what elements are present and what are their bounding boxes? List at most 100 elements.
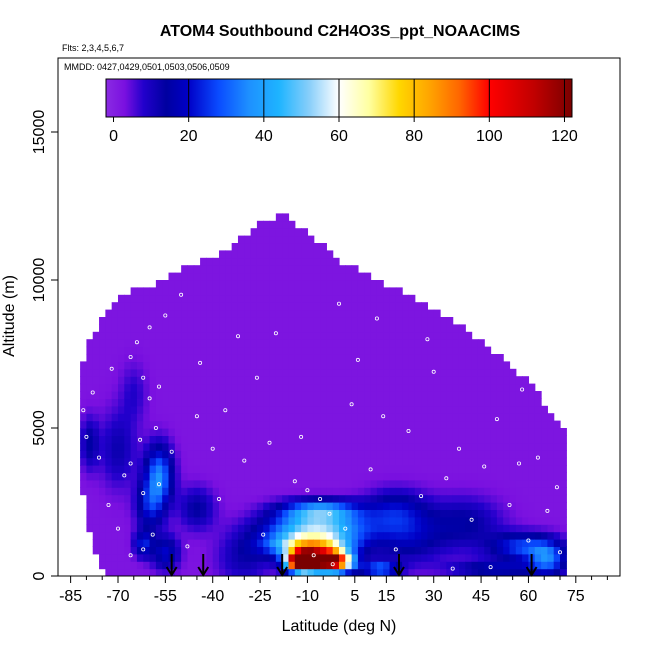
heatmap-cell [484,368,492,377]
heatmap-cell [339,561,346,570]
heatmap-cell [181,546,189,555]
sample-point [349,402,354,407]
heatmap-cell [219,524,226,533]
heatmap-cell [237,450,245,459]
heatmap-cell [541,509,548,518]
heatmap-cell [351,502,359,510]
heatmap-cell [484,420,492,429]
heatmap-cell [124,568,132,576]
heatmap-cell [130,465,138,473]
heatmap-cell [351,539,359,547]
sample-point [134,340,139,345]
heatmap-cell [162,354,170,362]
heatmap-cell [263,243,271,251]
heatmap-cell [263,368,271,377]
heatmap-cell [263,376,271,385]
heatmap-cell [193,428,201,436]
heatmap-cell [225,361,233,370]
heatmap-cell [421,442,428,451]
heatmap-cell [370,435,378,444]
heatmap-cell [547,428,555,436]
heatmap-cell [427,376,435,385]
heatmap-cell [111,391,119,399]
heatmap-cell [465,361,473,370]
heatmap-cell [212,376,220,385]
heatmap-cell [206,361,214,370]
heatmap-cell [212,302,220,311]
heatmap-cell [181,553,189,562]
heatmap-cell [357,405,365,414]
heatmap-cell [275,280,283,288]
heatmap-cell [364,302,372,311]
heatmap-cell [458,376,466,385]
heatmap-cell [231,553,239,562]
heatmap-cell [490,479,498,488]
heatmap-cell [143,302,151,311]
heatmap-cell [269,368,277,377]
heatmap-cell [490,465,498,473]
heatmap-cell [339,516,346,525]
heatmap-cell [357,568,365,576]
x-tick-label: -25 [249,588,272,605]
heatmap-cell [326,509,334,518]
heatmap-cell [282,339,290,348]
heatmap-cell [301,361,309,370]
heatmap-cell [364,309,372,318]
heatmap-cell [256,280,264,288]
heatmap-cell [250,294,258,303]
heatmap-cell [117,472,125,481]
heatmap-cell [256,317,264,325]
heatmap-cell [332,317,340,325]
heatmap-cell [181,502,189,510]
heatmap-cell [440,502,447,510]
heatmap-cell [357,494,365,503]
heatmap-cell [307,391,315,399]
heatmap-cell [130,346,138,355]
heatmap-cell [162,539,170,547]
heatmap-cell [320,280,327,288]
x-tick-label: 30 [425,588,443,605]
heatmap-cell [294,265,302,274]
heatmap-cell [117,442,125,451]
heatmap-cell [282,546,290,555]
heatmap-cell [477,420,485,429]
heatmap-cell [560,494,567,503]
heatmap-cell [212,553,220,562]
heatmap-cell [294,309,302,318]
heatmap-cell [332,428,340,436]
heatmap-cell [181,302,189,311]
heatmap-cell [509,435,517,444]
sample-point [425,337,430,342]
heatmap-cell [250,398,258,407]
heatmap-cell [440,561,447,570]
heatmap-cell [320,546,327,555]
heatmap-cell [313,509,321,518]
heatmap-cell [313,516,321,525]
heatmap-cell [282,561,290,570]
heatmap-cell [332,561,340,570]
sample-point [141,547,146,552]
heatmap-cell [193,561,201,570]
heatmap-cell [294,509,302,518]
heatmap-cell [490,487,498,496]
heatmap-cell [174,324,182,333]
heatmap-cell [364,487,372,496]
heatmap-cell [155,487,163,496]
heatmap-cell [484,465,492,473]
heatmap-cell [395,509,403,518]
sample-point [147,396,152,401]
heatmap-cell [320,354,327,362]
heatmap-cell [263,220,271,229]
heatmap-cell [364,317,372,325]
heatmap-cell [364,294,372,303]
heatmap-cell [383,457,391,466]
heatmap-cell [294,317,302,325]
heatmap-cell [509,472,517,481]
heatmap-cell [351,302,359,311]
heatmap-cell [111,317,119,325]
heatmap-cell [534,428,542,436]
heatmap-cell [225,383,233,392]
heatmap-cell [174,524,182,533]
heatmap-cell [225,280,233,288]
heatmap-cell [149,479,157,488]
